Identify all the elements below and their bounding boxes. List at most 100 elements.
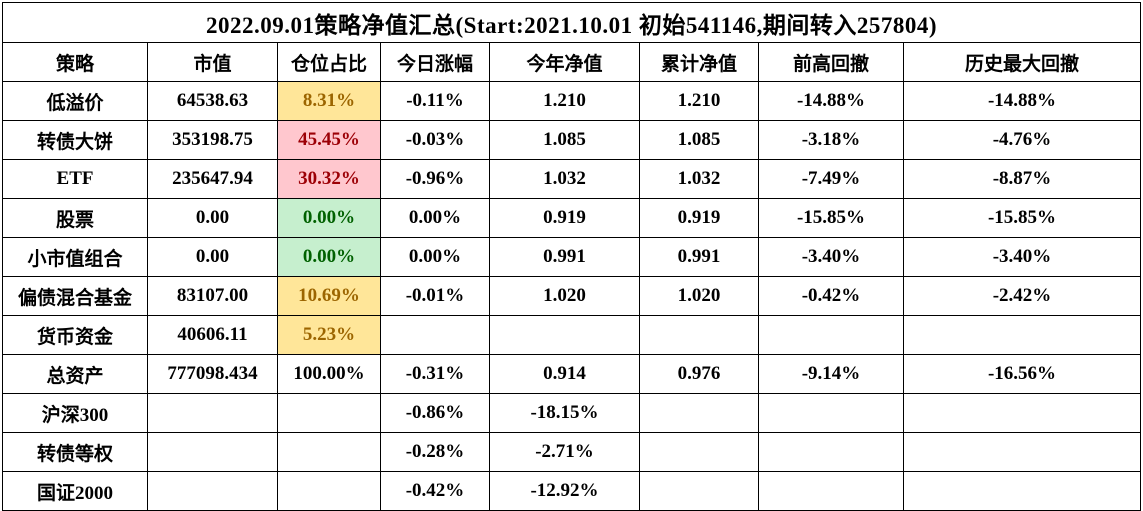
- cell-strategy[interactable]: 股票: [2, 198, 148, 238]
- cell-strategy[interactable]: 总资产: [2, 354, 148, 394]
- cell-strategy[interactable]: 转债大饼: [2, 120, 148, 160]
- cell-max-drawdown[interactable]: -4.76%: [902, 120, 1142, 160]
- cell-strategy[interactable]: 转债等权: [2, 432, 148, 472]
- column-header-today-change[interactable]: 今日涨幅: [380, 42, 490, 82]
- cell-market-value[interactable]: 777098.434: [147, 354, 278, 394]
- cell-position-pct[interactable]: 0.00%: [277, 198, 381, 238]
- cell-today-change[interactable]: -0.03%: [380, 120, 490, 160]
- cell-ytd-nav[interactable]: -18.15%: [489, 393, 640, 433]
- cell-prev-high-drawdown[interactable]: [758, 471, 904, 511]
- cell-ytd-nav[interactable]: 1.210: [489, 81, 640, 121]
- cell-today-change[interactable]: -0.86%: [380, 393, 490, 433]
- cell-position-pct[interactable]: 45.45%: [277, 120, 381, 160]
- cell-prev-high-drawdown[interactable]: -15.85%: [758, 198, 904, 238]
- cell-max-drawdown[interactable]: -16.56%: [902, 354, 1142, 394]
- cell-market-value[interactable]: 40606.11: [147, 315, 278, 355]
- cell-market-value[interactable]: 353198.75: [147, 120, 278, 160]
- cell-max-drawdown[interactable]: -8.87%: [902, 159, 1142, 199]
- cell-ytd-nav[interactable]: 0.991: [489, 237, 640, 277]
- cell-prev-high-drawdown[interactable]: [758, 315, 904, 355]
- cell-max-drawdown[interactable]: -2.42%: [902, 276, 1142, 316]
- cell-market-value[interactable]: 0.00: [147, 237, 278, 277]
- cell-market-value[interactable]: [147, 432, 278, 472]
- cell-prev-high-drawdown[interactable]: -3.18%: [758, 120, 904, 160]
- cell-today-change[interactable]: -0.28%: [380, 432, 490, 472]
- cell-ytd-nav[interactable]: 0.914: [489, 354, 640, 394]
- cell-cumulative-nav[interactable]: [639, 315, 759, 355]
- cell-ytd-nav[interactable]: 1.020: [489, 276, 640, 316]
- column-header-market-value[interactable]: 市值: [147, 42, 278, 82]
- cell-strategy[interactable]: 沪深300: [2, 393, 148, 433]
- cell-strategy[interactable]: 货币资金: [2, 315, 148, 355]
- cell-market-value[interactable]: [147, 471, 278, 511]
- cell-position-pct[interactable]: [277, 393, 381, 433]
- column-header-prev-high-drawdown[interactable]: 前高回撤: [758, 42, 904, 82]
- cell-max-drawdown[interactable]: [902, 432, 1142, 472]
- cell-cumulative-nav[interactable]: 1.085: [639, 120, 759, 160]
- table-row: 沪深300 -0.86% -18.15%: [2, 393, 1142, 433]
- cell-market-value[interactable]: 83107.00: [147, 276, 278, 316]
- cell-max-drawdown[interactable]: [902, 315, 1142, 355]
- cell-today-change[interactable]: 0.00%: [380, 237, 490, 277]
- cell-position-pct[interactable]: [277, 432, 381, 472]
- column-header-max-drawdown[interactable]: 历史最大回撤: [902, 42, 1142, 82]
- cell-cumulative-nav[interactable]: [639, 393, 759, 433]
- cell-position-pct[interactable]: 10.69%: [277, 276, 381, 316]
- cell-position-pct[interactable]: 8.31%: [277, 81, 381, 121]
- cell-position-pct[interactable]: 30.32%: [277, 159, 381, 199]
- cell-ytd-nav[interactable]: -2.71%: [489, 432, 640, 472]
- cell-ytd-nav[interactable]: [489, 315, 640, 355]
- cell-market-value[interactable]: 0.00: [147, 198, 278, 238]
- cell-position-pct[interactable]: 0.00%: [277, 237, 381, 277]
- cell-today-change[interactable]: 0.00%: [380, 198, 490, 238]
- column-header-position-pct[interactable]: 仓位占比: [277, 42, 381, 82]
- cell-market-value[interactable]: 64538.63: [147, 81, 278, 121]
- cell-cumulative-nav[interactable]: [639, 432, 759, 472]
- column-header-ytd-nav[interactable]: 今年净值: [489, 42, 640, 82]
- cell-cumulative-nav[interactable]: 0.991: [639, 237, 759, 277]
- cell-cumulative-nav[interactable]: 1.020: [639, 276, 759, 316]
- cell-strategy[interactable]: 小市值组合: [2, 237, 148, 277]
- cell-max-drawdown[interactable]: [902, 471, 1142, 511]
- table-body: 低溢价 64538.63 8.31% -0.11% 1.210 1.210 -14.88% -…: [2, 81, 1142, 511]
- cell-today-change[interactable]: -0.96%: [380, 159, 490, 199]
- column-header-strategy[interactable]: 策略: [2, 42, 148, 82]
- cell-cumulative-nav[interactable]: 1.210: [639, 81, 759, 121]
- cell-max-drawdown[interactable]: [902, 393, 1142, 433]
- cell-cumulative-nav[interactable]: [639, 471, 759, 511]
- cell-cumulative-nav[interactable]: 0.976: [639, 354, 759, 394]
- cell-market-value[interactable]: [147, 393, 278, 433]
- cell-prev-high-drawdown[interactable]: -7.49%: [758, 159, 904, 199]
- cell-today-change[interactable]: -0.31%: [380, 354, 490, 394]
- cell-max-drawdown[interactable]: -14.88%: [902, 81, 1142, 121]
- cell-position-pct[interactable]: [277, 471, 381, 511]
- cell-strategy[interactable]: 低溢价: [2, 81, 148, 121]
- cell-prev-high-drawdown[interactable]: [758, 432, 904, 472]
- cell-today-change[interactable]: [380, 315, 490, 355]
- cell-prev-high-drawdown[interactable]: -3.40%: [758, 237, 904, 277]
- cell-ytd-nav[interactable]: 1.032: [489, 159, 640, 199]
- cell-max-drawdown[interactable]: -3.40%: [902, 237, 1142, 277]
- cell-ytd-nav[interactable]: -12.92%: [489, 471, 640, 511]
- cell-position-pct[interactable]: 5.23%: [277, 315, 381, 355]
- cell-prev-high-drawdown[interactable]: [758, 393, 904, 433]
- cell-market-value[interactable]: 235647.94: [147, 159, 278, 199]
- cell-today-change[interactable]: -0.42%: [380, 471, 490, 511]
- cell-strategy[interactable]: 国证2000: [2, 471, 148, 511]
- column-header-cumulative-nav[interactable]: 累计净值: [639, 42, 759, 82]
- cell-prev-high-drawdown[interactable]: -14.88%: [758, 81, 904, 121]
- cell-position-pct[interactable]: 100.00%: [277, 354, 381, 394]
- cell-prev-high-drawdown[interactable]: -9.14%: [758, 354, 904, 394]
- cell-prev-high-drawdown[interactable]: -0.42%: [758, 276, 904, 316]
- cell-strategy[interactable]: ETF: [2, 159, 148, 199]
- cell-ytd-nav[interactable]: 0.919: [489, 198, 640, 238]
- cell-today-change[interactable]: -0.11%: [380, 81, 490, 121]
- cell-cumulative-nav[interactable]: 1.032: [639, 159, 759, 199]
- cell-strategy[interactable]: 偏债混合基金: [2, 276, 148, 316]
- cell-ytd-nav[interactable]: 1.085: [489, 120, 640, 160]
- cell-today-change[interactable]: -0.01%: [380, 276, 490, 316]
- cell-cumulative-nav[interactable]: 0.919: [639, 198, 759, 238]
- cell-max-drawdown[interactable]: -15.85%: [902, 198, 1142, 238]
